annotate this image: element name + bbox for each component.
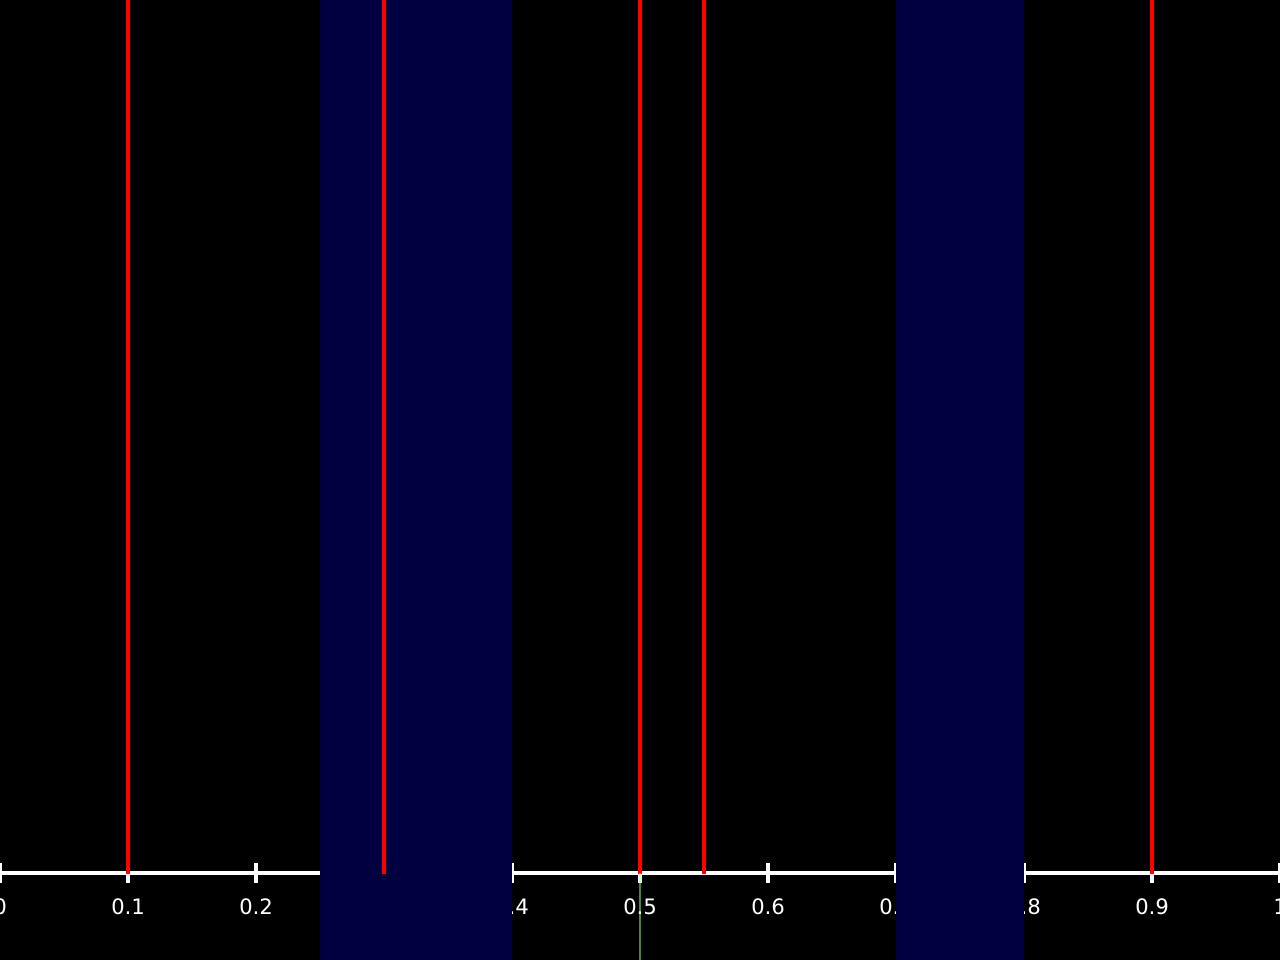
tick-label: 1 [1273,895,1280,919]
shaded-band [896,0,1024,960]
tick-label: 0.6 [751,895,784,919]
marker-lines [126,0,1154,960]
shaded-bands [320,0,1024,960]
tick-label: 0.9 [1135,895,1168,919]
tick-label: 0 [0,895,7,919]
tick-label: 0.2 [239,895,272,919]
tick-label: 0.1 [111,895,144,919]
shaded-band [320,0,512,960]
